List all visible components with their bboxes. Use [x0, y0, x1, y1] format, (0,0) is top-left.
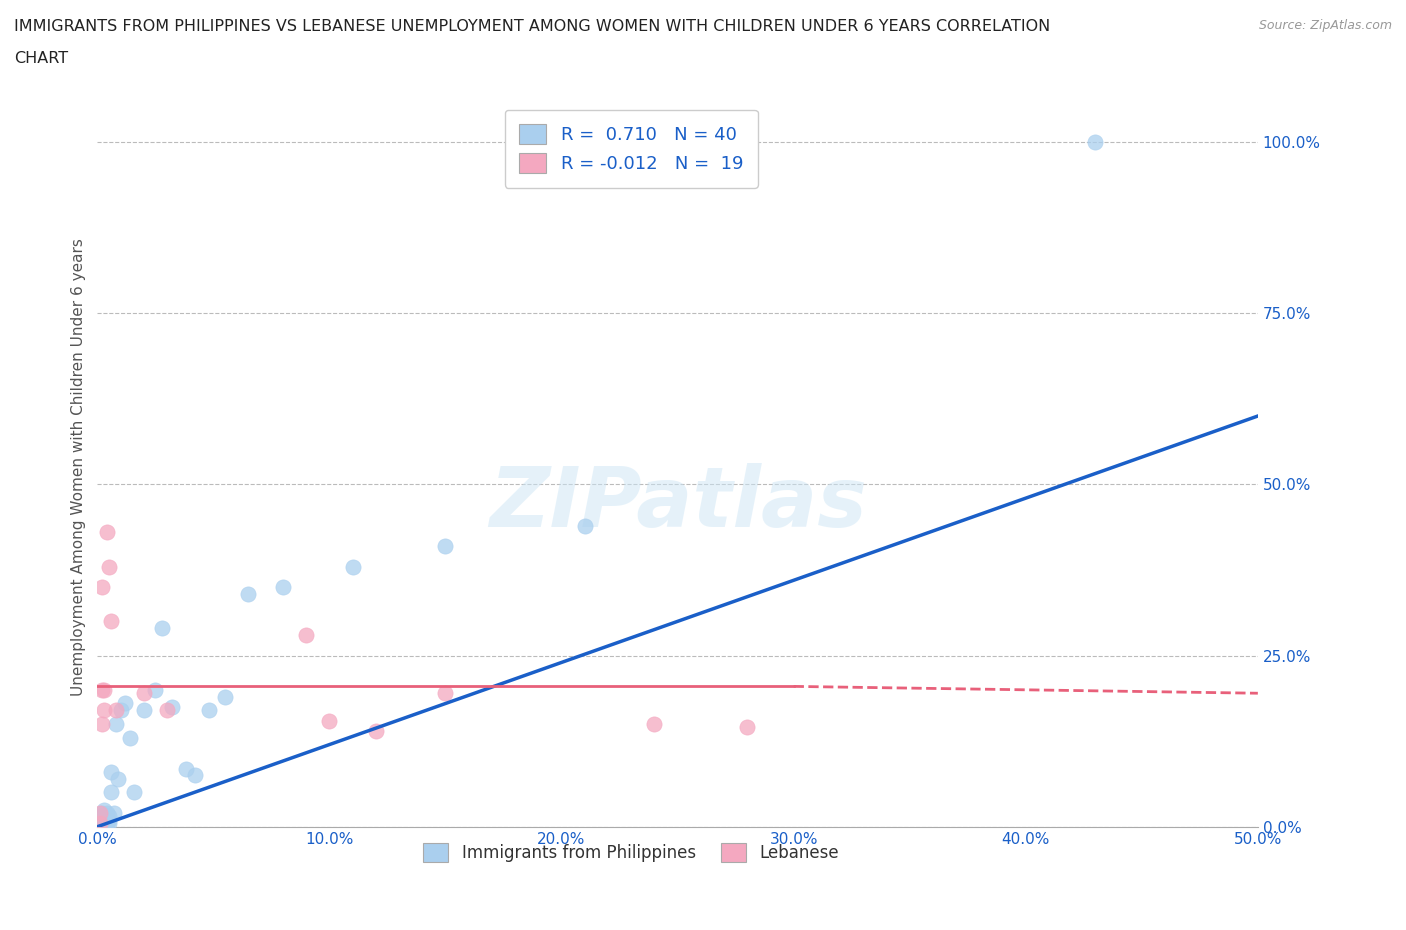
Point — [124, 785, 146, 800]
Point — [434, 685, 457, 700]
Point — [91, 809, 114, 824]
Point — [238, 587, 260, 602]
Point — [91, 813, 114, 828]
Point — [100, 764, 122, 779]
Point — [89, 805, 111, 820]
Point — [574, 518, 596, 533]
Point — [91, 805, 114, 820]
Point — [110, 703, 132, 718]
Point — [160, 699, 183, 714]
Point — [174, 761, 197, 776]
Point — [295, 628, 318, 643]
Legend: Immigrants from Philippines, Lebanese: Immigrants from Philippines, Lebanese — [416, 837, 845, 869]
Text: CHART: CHART — [14, 51, 67, 66]
Point — [103, 805, 125, 820]
Point — [91, 683, 114, 698]
Point — [91, 816, 114, 830]
Point — [93, 816, 115, 830]
Point — [97, 809, 120, 824]
Point — [96, 813, 118, 828]
Point — [104, 717, 127, 732]
Point — [197, 703, 219, 718]
Point — [114, 696, 136, 711]
Point — [89, 813, 111, 828]
Point — [91, 579, 114, 594]
Point — [104, 703, 127, 718]
Point — [364, 724, 387, 738]
Point — [184, 768, 207, 783]
Point — [214, 689, 236, 704]
Point — [93, 703, 115, 718]
Point — [97, 816, 120, 830]
Text: Source: ZipAtlas.com: Source: ZipAtlas.com — [1258, 19, 1392, 32]
Point — [100, 614, 122, 629]
Point — [93, 813, 115, 828]
Point — [132, 703, 155, 718]
Point — [93, 803, 115, 817]
Point — [1084, 135, 1107, 150]
Point — [132, 685, 155, 700]
Point — [318, 713, 340, 728]
Point — [93, 683, 115, 698]
Point — [89, 816, 111, 830]
Point — [100, 785, 122, 800]
Point — [118, 730, 141, 745]
Point — [342, 559, 364, 574]
Point — [145, 683, 167, 698]
Point — [150, 620, 173, 635]
Point — [735, 720, 758, 735]
Point — [96, 805, 118, 820]
Text: ZIPatlas: ZIPatlas — [489, 463, 866, 544]
Point — [107, 771, 129, 786]
Point — [97, 559, 120, 574]
Point — [434, 538, 457, 553]
Point — [96, 525, 118, 539]
Point — [89, 809, 111, 824]
Point — [271, 579, 294, 594]
Point — [93, 809, 115, 824]
Point — [89, 816, 111, 830]
Point — [643, 717, 665, 732]
Point — [97, 813, 120, 828]
Point — [156, 703, 179, 718]
Text: IMMIGRANTS FROM PHILIPPINES VS LEBANESE UNEMPLOYMENT AMONG WOMEN WITH CHILDREN U: IMMIGRANTS FROM PHILIPPINES VS LEBANESE … — [14, 19, 1050, 33]
Y-axis label: Unemployment Among Women with Children Under 6 years: Unemployment Among Women with Children U… — [72, 238, 86, 697]
Point — [96, 816, 118, 830]
Point — [91, 717, 114, 732]
